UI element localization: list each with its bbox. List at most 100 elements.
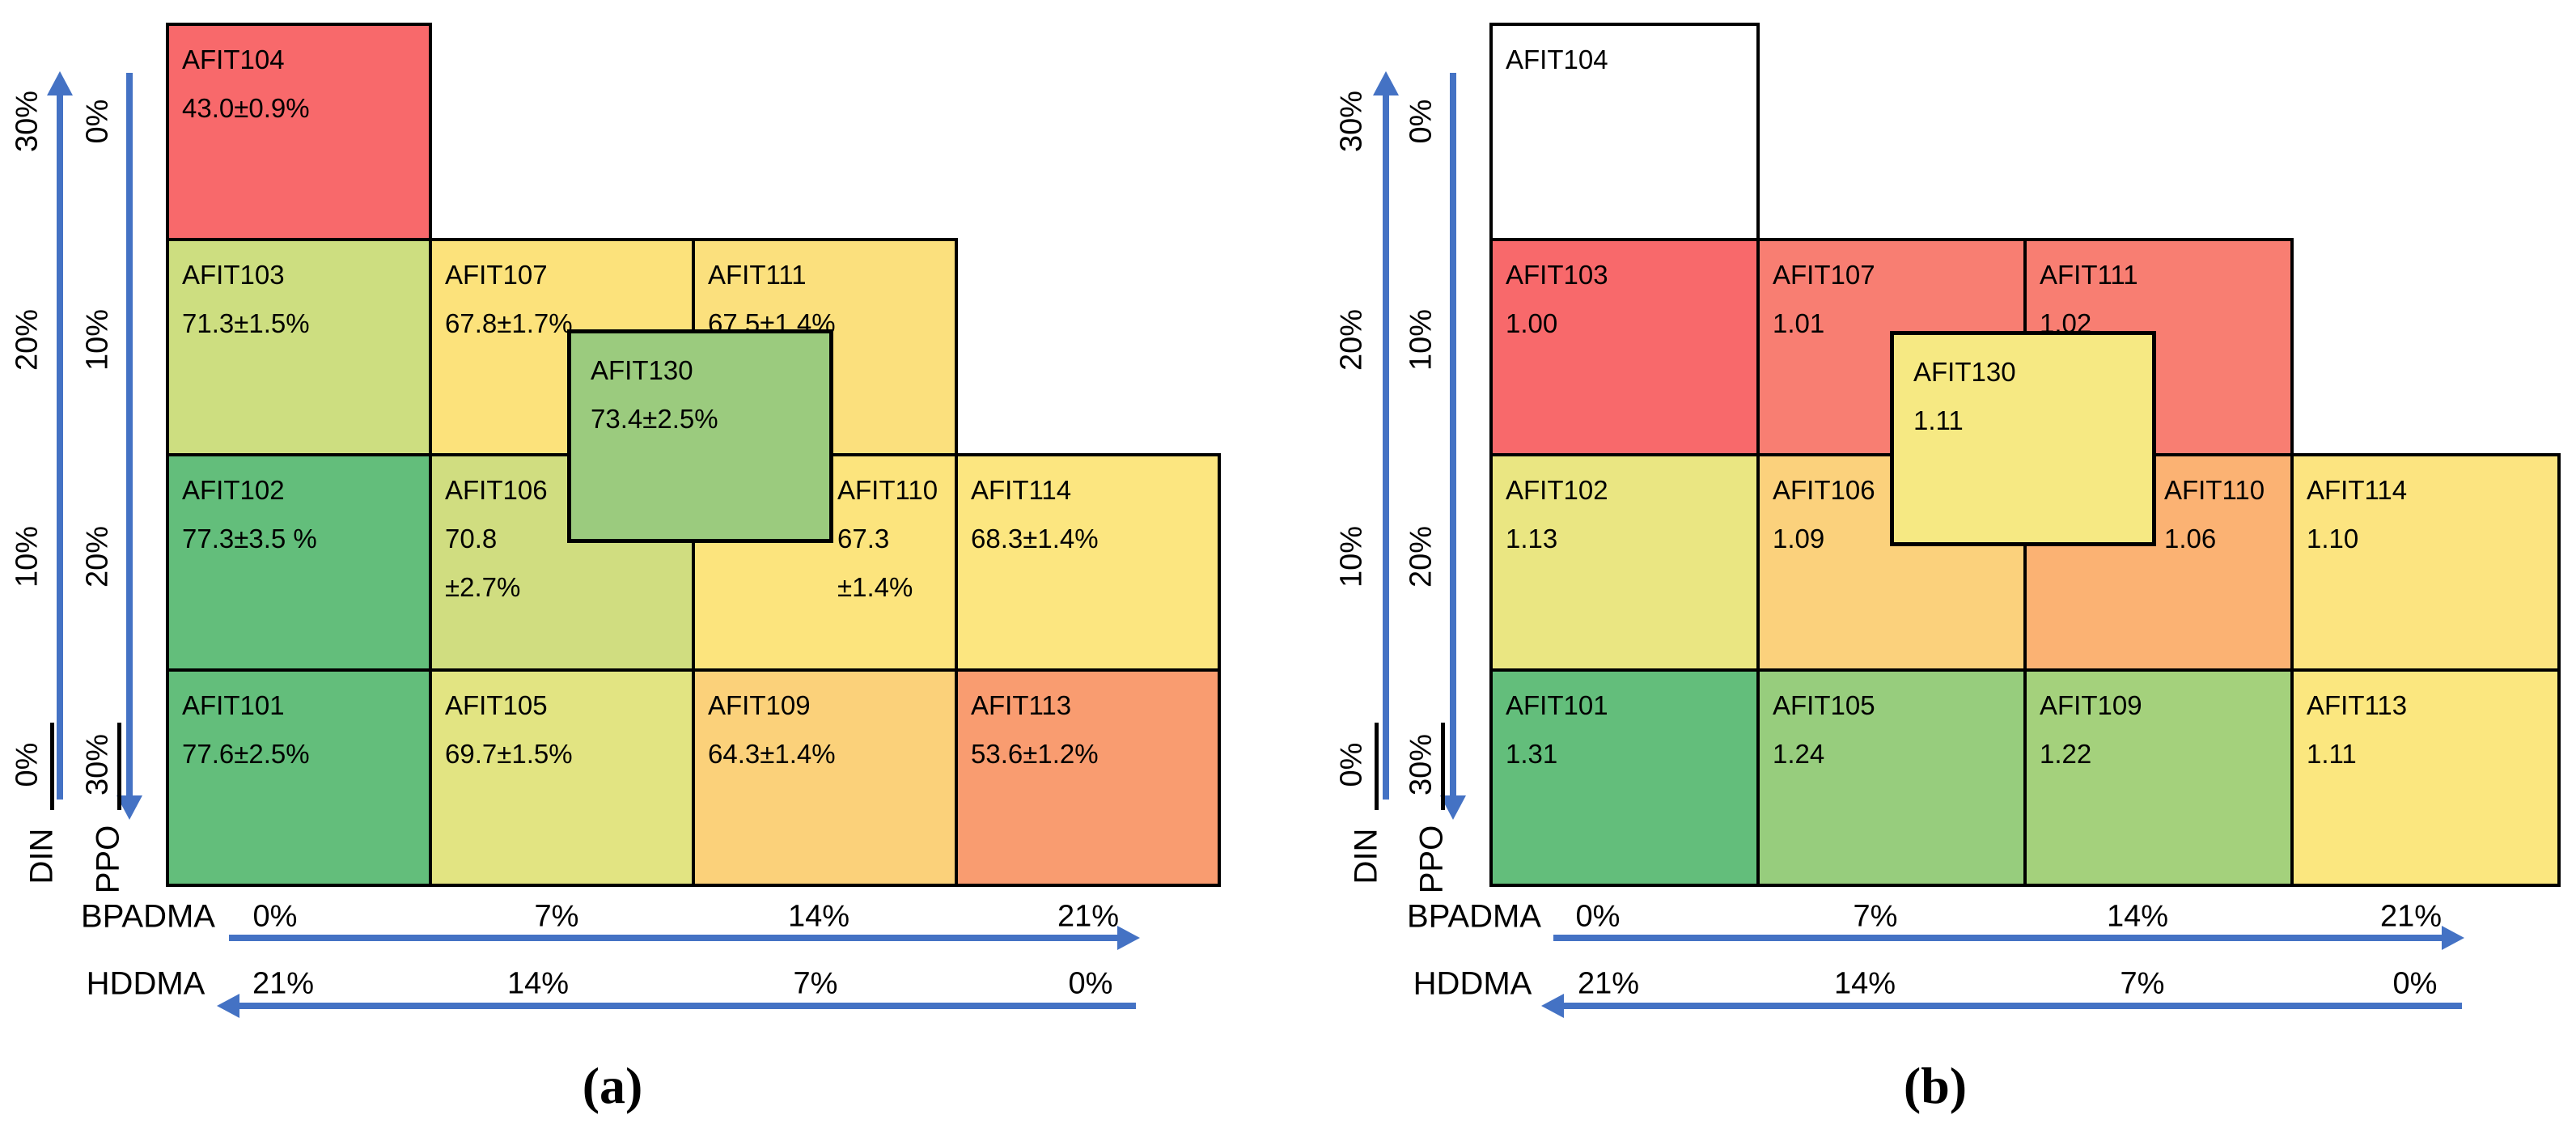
- b-din-axis-arrow: [1383, 94, 1389, 800]
- b-din-tick: 10%: [1334, 525, 1369, 588]
- b-ppo-axis-arrow: [1450, 73, 1456, 797]
- cell-label: AFIT105: [1773, 690, 1875, 720]
- b-hddma-axis-label: HDDMA: [1413, 965, 1532, 1002]
- b-hddma-axis-arrow: [1564, 1003, 2462, 1009]
- cell-value: 67.8±1.7%: [445, 308, 573, 338]
- b-ppo-tick: 30%: [1404, 733, 1438, 796]
- cell-label: AFIT130: [591, 355, 693, 385]
- cell-label: AFIT103: [1506, 260, 1608, 290]
- cell-value: 43.0±0.9%: [182, 93, 310, 123]
- cell-value: 77.3±3.5 %: [182, 524, 317, 554]
- b-cell-afit109: AFIT109 1.22: [2023, 668, 2294, 887]
- cell-value: 1.31: [1506, 739, 1558, 769]
- a-din-tick: 20%: [10, 308, 44, 371]
- a-cell-afit109: AFIT109 64.3±1.4%: [692, 668, 958, 887]
- cell-value: 1.00: [1506, 308, 1558, 338]
- cell-label: AFIT113: [2307, 690, 2408, 720]
- cell-label: AFIT110: [837, 475, 938, 505]
- b-din-tick: 20%: [1334, 308, 1369, 371]
- a-cell-afit102: AFIT102 77.3±3.5 %: [166, 453, 432, 672]
- a-bpadma-tick: 0%: [252, 899, 298, 934]
- b-hddma-tick: 7%: [2120, 966, 2165, 1001]
- b-panel-caption: (b): [1903, 1057, 1968, 1114]
- b-cell-afit102: AFIT102 1.13: [1489, 453, 1760, 672]
- a-bpadma-tick: 21%: [1057, 899, 1120, 934]
- cell-label: AFIT109: [2040, 690, 2142, 720]
- a-cell-afit105: AFIT105 69.7±1.5%: [429, 668, 695, 887]
- cell-label: AFIT101: [1506, 690, 1608, 720]
- b-ppo-tick: 10%: [1404, 308, 1438, 371]
- cell-value: 70.8: [445, 524, 498, 554]
- cell-value: 67.3: [837, 524, 890, 554]
- a-ppo-tick: 10%: [80, 308, 115, 371]
- a-din-tick: 10%: [10, 525, 44, 588]
- a-ppo-tick: 20%: [80, 525, 115, 588]
- a-ppo-axis-label: PPO: [90, 825, 126, 894]
- cell-label: AFIT102: [1506, 475, 1608, 505]
- a-din-axis-arrow: [57, 94, 63, 800]
- cell-value: 1.01: [1773, 308, 1825, 338]
- a-din-tick: 30%: [10, 90, 44, 153]
- cell-label: AFIT111: [2040, 260, 2138, 290]
- a-ppo-tick-underline: [117, 723, 121, 810]
- cell-value: 1.09: [1773, 524, 1825, 554]
- cell-label: AFIT114: [2307, 475, 2408, 505]
- b-bpadma-axis-label: BPADMA: [1407, 898, 1541, 935]
- a-din-arrowhead-up-icon: [47, 71, 73, 95]
- a-ppo-tick: 0%: [80, 99, 115, 144]
- b-ppo-tick-underline: [1441, 723, 1445, 810]
- a-cell-afit104: AFIT104 43.0±0.9%: [166, 23, 432, 241]
- cell-label: AFIT109: [708, 690, 811, 720]
- cell-value: 77.6±2.5%: [182, 739, 310, 769]
- b-hddma-tick: 14%: [1833, 966, 1896, 1001]
- cell-value: 73.4±2.5%: [591, 404, 718, 434]
- b-bpadma-arrowhead-right-icon: [2442, 926, 2464, 950]
- b-ppo-tick: 0%: [1404, 99, 1438, 144]
- cell-value: 68.3±1.4%: [971, 524, 1099, 554]
- cell-label: AFIT106: [1773, 475, 1875, 505]
- cell-value-line2: ±2.7%: [445, 572, 521, 602]
- cell-label: AFIT104: [1506, 45, 1608, 74]
- cell-label: AFIT104: [182, 45, 285, 74]
- b-hddma-tick: 21%: [1577, 966, 1640, 1001]
- b-cell-afit101: AFIT101 1.31: [1489, 668, 1760, 887]
- b-din-tick: 0%: [1334, 742, 1369, 787]
- cell-label: AFIT101: [182, 690, 285, 720]
- b-din-axis-label: DIN: [1348, 828, 1384, 884]
- cell-label: AFIT114: [971, 475, 1072, 505]
- cell-label: AFIT130: [1913, 357, 2016, 387]
- a-hddma-tick: 14%: [506, 966, 570, 1001]
- a-cell-afit114: AFIT114 68.3±1.4%: [955, 453, 1221, 672]
- cell-label: AFIT103: [182, 260, 285, 290]
- b-bpadma-tick: 14%: [2106, 899, 2169, 934]
- a-din-axis-label: DIN: [23, 828, 60, 884]
- b-bpadma-tick: 7%: [1853, 899, 1898, 934]
- b-cell-afit103: AFIT103 1.00: [1489, 238, 1760, 456]
- b-cell-afit113: AFIT113 1.11: [2290, 668, 2561, 887]
- b-ppo-axis-label: PPO: [1413, 825, 1450, 894]
- b-cell-afit105: AFIT105 1.24: [1756, 668, 2027, 887]
- cell-value: 71.3±1.5%: [182, 308, 310, 338]
- cell-value: 1.10: [2307, 524, 2359, 554]
- b-cell-afit104: AFIT104: [1489, 23, 1760, 241]
- cell-label: AFIT105: [445, 690, 548, 720]
- cell-value: 1.24: [1773, 739, 1825, 769]
- cell-value: 1.06: [2164, 524, 2217, 554]
- cell-value: 1.22: [2040, 739, 2092, 769]
- b-ppo-tick: 20%: [1404, 525, 1438, 588]
- a-din-tick: 0%: [10, 742, 44, 787]
- cell-value: 53.6±1.2%: [971, 739, 1099, 769]
- cell-value: 64.3±1.4%: [708, 739, 836, 769]
- cell-label: AFIT107: [1773, 260, 1875, 290]
- b-hddma-arrowhead-left-icon: [1541, 994, 1564, 1018]
- a-cell-afit101: AFIT101 77.6±2.5%: [166, 668, 432, 887]
- cell-value: 1.11: [2307, 739, 2357, 769]
- a-cell-afit130-overlay: AFIT130 73.4±2.5%: [567, 329, 833, 543]
- b-bpadma-tick: 21%: [2379, 899, 2443, 934]
- a-hddma-tick: 0%: [1068, 966, 1113, 1001]
- b-bpadma-tick: 0%: [1575, 899, 1621, 934]
- a-bpadma-tick: 14%: [787, 899, 850, 934]
- a-hddma-arrowhead-left-icon: [217, 994, 239, 1018]
- a-ppo-tick: 30%: [80, 733, 115, 796]
- b-din-tick-underline: [1375, 723, 1379, 810]
